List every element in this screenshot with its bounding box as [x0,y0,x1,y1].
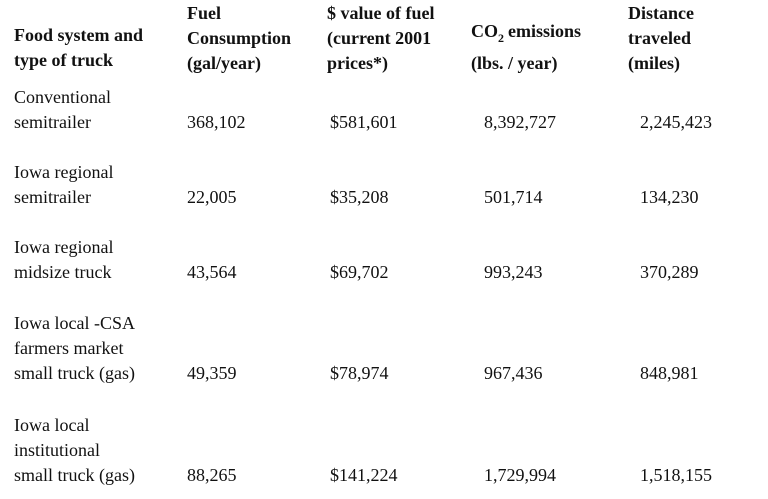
header-line: type of truck [14,50,113,70]
table-cell: 993,243 [484,235,543,285]
row-label: Iowa regional semitrailer [14,160,113,210]
table-cell: 1,729,994 [484,413,556,488]
table-cell: $69,702 [330,235,389,285]
row-label: Iowa regional midsize truck [14,235,113,285]
table-cell: 370,289 [640,235,699,285]
table-cell: 88,265 [187,413,237,488]
table-cell: 967,436 [484,311,543,386]
row-label-line: Iowa local [14,415,90,435]
header-text: CO [471,21,498,41]
header-cell: Distance traveled (miles) [628,0,694,76]
header-cell: $ value of fuel (current 2001 prices*) [327,0,435,76]
table-cell: 8,392,727 [484,85,556,135]
header-line: (current 2001 [327,28,432,48]
row-label-line: small truck (gas) [14,363,135,383]
header-line: traveled [628,28,691,48]
table-cell: 2,245,423 [640,85,712,135]
row-label-line: Iowa regional [14,162,114,182]
row-label-line: semitrailer [14,187,91,207]
table-cell: $35,208 [330,160,389,210]
row-label: Iowa local -CSA farmers market small truck… [14,311,135,386]
row-label: Iowa local institutional small truck (gas) [14,413,135,488]
table-cell: 368,102 [187,85,246,135]
row-label-line: semitrailer [14,112,91,132]
table-cell: 43,564 [187,235,237,285]
row-label: Conventional semitrailer [14,85,111,135]
row-label-line: institutional [14,440,101,460]
cell-value: 8,392,727 [484,112,556,132]
table-cell: $141,224 [330,413,398,488]
table-cell: 501,714 [484,160,543,210]
table-cell: 1,518,155 [640,413,712,488]
cell-value: 1,729,994 [484,465,556,485]
cell-value: 22,005 [187,187,237,207]
header-cell: Food system and type of truck [14,0,143,73]
cell-value: 501,714 [484,187,543,207]
cell-value: $78,974 [330,363,389,383]
cell-value: 370,289 [640,262,699,282]
header-line: Fuel [187,3,221,23]
header-line: (miles) [628,53,680,73]
table-cell: $78,974 [330,311,389,386]
header-line: Food system and [14,25,144,45]
table-cell: 134,230 [640,160,699,210]
row-label-line: Conventional [14,87,111,107]
table-cell: 49,359 [187,311,237,386]
header-subscript: 2 [498,31,504,45]
header-line: $ value of fuel [327,3,435,23]
row-label-line: farmers market [14,338,124,358]
table-cell: 22,005 [187,160,237,210]
table-cell: $581,601 [330,85,398,135]
cell-value: 88,265 [187,465,237,485]
cell-value: 993,243 [484,262,543,282]
header-text: emissions [508,21,582,41]
cell-value: 1,518,155 [640,465,712,485]
header-line: CO2 emissions [471,19,581,51]
cell-value: 49,359 [187,363,237,383]
header-line: Distance [628,3,694,23]
cell-value: 368,102 [187,112,246,132]
header-cell: Fuel Consumption (gal/year) [187,0,291,76]
cell-value: 2,245,423 [640,112,712,132]
header-line: (lbs. / year) [471,53,558,73]
cell-value: $141,224 [330,465,398,485]
row-label-line: Iowa regional [14,237,114,257]
row-label-line: midsize truck [14,262,112,282]
cell-value: 967,436 [484,363,543,383]
header-line: prices*) [327,53,388,73]
table-cell: 848,981 [640,311,699,386]
row-label-line: small truck (gas) [14,465,135,485]
cell-value: $581,601 [330,112,398,132]
cell-value: 848,981 [640,363,699,383]
cell-value: $35,208 [330,187,389,207]
cell-value: 43,564 [187,262,237,282]
header-line: Consumption [187,28,292,48]
cell-value: $69,702 [330,262,389,282]
header-line: (gal/year) [187,53,261,73]
header-cell: CO2 emissions (lbs. / year) [471,0,581,76]
cell-value: 134,230 [640,187,699,207]
row-label-line: Iowa local -CSA [14,313,135,333]
